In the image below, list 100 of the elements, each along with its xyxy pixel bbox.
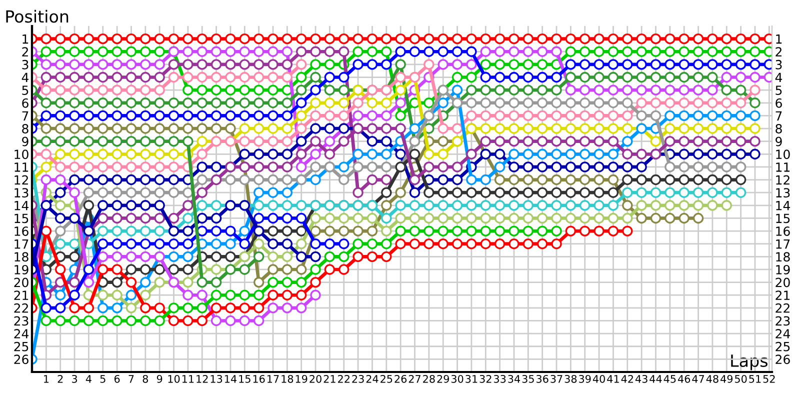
point [580,84,590,96]
point [409,200,420,211]
point [154,200,165,211]
point [409,148,420,160]
point [580,162,590,172]
point [69,33,80,44]
point [98,162,108,172]
point [352,46,364,57]
point [508,136,520,147]
point [98,315,108,326]
point [622,110,633,122]
point [253,200,264,211]
point [452,46,463,57]
point [480,226,491,236]
point [608,162,619,172]
point [580,200,590,211]
x-tick-label: 50 [734,374,747,383]
point [536,59,548,70]
point [282,174,293,186]
point [750,84,760,96]
point [664,200,676,211]
point [664,123,676,134]
point [98,187,108,198]
point [594,98,604,108]
point [112,110,122,122]
point [565,174,576,186]
point [98,33,108,44]
point [296,33,307,44]
point [55,162,66,172]
point [40,226,52,236]
x-tick-label: 24 [366,374,378,383]
point [98,200,108,211]
point [168,123,180,134]
x-tick-label: 29 [437,374,450,383]
point [608,200,619,211]
point [140,302,151,314]
point [196,315,208,326]
point [594,148,604,160]
y2-tick-label: 25 [776,342,790,352]
point [40,123,52,134]
point [69,187,80,198]
point [366,33,378,44]
point [608,46,619,57]
y2-tick-label: 3 [776,60,782,70]
point [253,174,264,186]
point [98,251,108,262]
point [338,84,350,96]
point [268,200,278,211]
point [494,84,506,96]
point [636,187,647,198]
y-tick-label: 17 [14,239,28,249]
point [622,59,633,70]
point [253,110,264,122]
point [721,33,732,44]
point [69,148,80,160]
point [366,148,378,160]
point [452,162,463,172]
point [126,187,137,198]
point [366,46,378,57]
point [268,72,278,83]
point [296,238,307,250]
point [338,33,350,44]
point [210,110,222,122]
point [352,212,364,224]
point [594,46,604,57]
point [83,98,94,108]
point [580,226,590,236]
x-tick-label: 42 [621,374,633,383]
point [381,148,392,160]
y2-tick-label: 24 [776,329,790,338]
point [154,110,165,122]
point [112,212,122,224]
point [225,226,236,236]
point [154,212,165,224]
point [168,72,180,83]
point [126,315,137,326]
point [735,136,746,147]
point [282,238,293,250]
point [69,110,80,122]
point [678,33,690,44]
point [83,187,94,198]
x-tick-label: 43 [635,374,648,383]
point [480,174,491,186]
point [522,59,534,70]
point [650,136,662,147]
point [40,174,52,186]
point [508,148,520,160]
x-tick-label: 3 [72,374,78,383]
point [239,123,250,134]
x-tick-label: 14 [224,375,237,383]
point [324,59,336,70]
point [395,148,406,160]
point [69,162,80,172]
point [409,123,420,134]
point [678,72,690,83]
point [494,226,506,236]
point [452,174,463,186]
point [154,302,165,314]
y2-tick-label: 23 [776,316,790,326]
x-tick-label: 11 [182,375,194,383]
